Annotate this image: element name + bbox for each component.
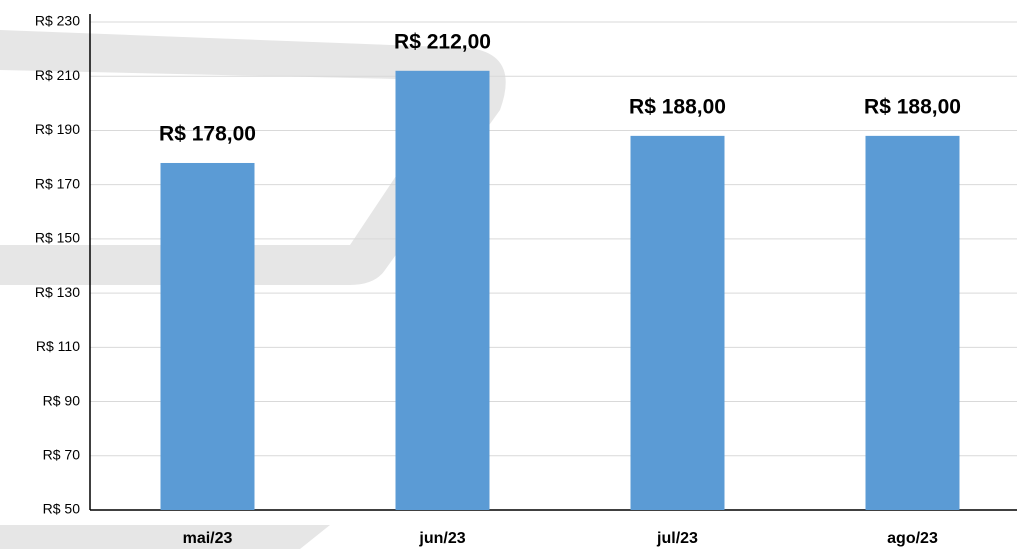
bar bbox=[395, 70, 490, 511]
y-tick-label: R$ 150 bbox=[35, 230, 80, 246]
y-tick-label: R$ 50 bbox=[43, 501, 81, 517]
y-tick-label: R$ 110 bbox=[36, 338, 80, 354]
bar bbox=[630, 135, 725, 510]
x-tick-label: jun/23 bbox=[418, 530, 465, 547]
value-label: R$ 188,00 bbox=[864, 95, 961, 118]
x-tick-label: jul/23 bbox=[656, 530, 698, 547]
y-tick-label: R$ 210 bbox=[35, 67, 80, 83]
value-label: R$ 212,00 bbox=[394, 30, 491, 53]
y-tick-label: R$ 90 bbox=[43, 392, 81, 408]
y-tick-label: R$ 190 bbox=[35, 121, 80, 137]
y-tick-label: R$ 70 bbox=[43, 446, 81, 462]
y-tick-label: R$ 130 bbox=[35, 284, 80, 300]
value-label: R$ 178,00 bbox=[159, 123, 256, 146]
y-tick-label: R$ 170 bbox=[35, 175, 80, 191]
x-tick-label: mai/23 bbox=[183, 530, 233, 547]
value-label: R$ 188,00 bbox=[629, 95, 726, 118]
y-tick-label: R$ 230 bbox=[35, 13, 80, 29]
bar bbox=[865, 135, 960, 510]
background-decoration bbox=[0, 30, 506, 549]
bar bbox=[160, 162, 255, 510]
x-tick-label: ago/23 bbox=[887, 530, 938, 547]
